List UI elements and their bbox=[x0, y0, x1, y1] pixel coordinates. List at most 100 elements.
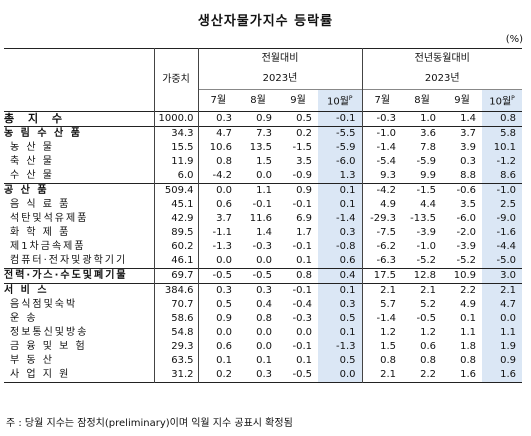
yoy-cell: 9.9 bbox=[420, 170, 436, 181]
yoy-cell: 1.6 bbox=[460, 369, 476, 380]
table-row: 음식점및숙박 70.7 0.5 0.4 -0.4 0.3 5.7 5.2 4.9 4.7 bbox=[4, 298, 523, 312]
row-label: 축 산 물 bbox=[10, 156, 54, 167]
mom-cell: -0.4 bbox=[292, 299, 312, 310]
weight-cell: 60.2 bbox=[153, 240, 198, 254]
yoy-cell: 17.5 bbox=[361, 268, 402, 284]
mom-cell: 0.3 bbox=[197, 111, 238, 127]
yoy-cell: -1.2 bbox=[482, 155, 523, 169]
mom-cell: 10.6 bbox=[197, 141, 238, 155]
mom-cell: 0.0 bbox=[256, 255, 272, 266]
row-label: 총 지 수 bbox=[4, 112, 68, 125]
weight-cell: 6.0 bbox=[153, 169, 198, 184]
mom-cell: 0.1 bbox=[318, 326, 362, 340]
yoy-cell: -1.5 bbox=[416, 185, 436, 196]
mom-year: 2023년 bbox=[197, 69, 362, 90]
mom-cell: 0.0 bbox=[256, 327, 272, 338]
row-label: 운 송 bbox=[10, 313, 38, 324]
unit-label: (%) bbox=[505, 34, 523, 45]
yoy-cell: 0.0 bbox=[482, 312, 523, 326]
weight-header: 가중치 bbox=[153, 48, 198, 112]
mom-month-7: 7월 bbox=[197, 89, 238, 112]
yoy-cell: -4.4 bbox=[482, 240, 523, 254]
yoy-cell: -0.6 bbox=[456, 185, 476, 196]
yoy-cell: 10.9 bbox=[453, 270, 476, 281]
yoy-cell: 9.3 bbox=[361, 169, 402, 184]
mom-cell: -6.0 bbox=[318, 155, 362, 169]
mom-month-10: 10월P bbox=[318, 89, 362, 112]
mom-cell: 1.1 bbox=[256, 185, 272, 196]
yoy-cell: 1.6 bbox=[482, 368, 523, 383]
mom-cell: 13.5 bbox=[249, 142, 272, 153]
yoy-cell: 2.2 bbox=[460, 285, 476, 296]
mom-cell: -0.1 bbox=[252, 199, 272, 210]
yoy-cell: 4.9 bbox=[460, 299, 476, 310]
mom-cell: 0.8 bbox=[296, 270, 312, 281]
mom-cell: 3.5 bbox=[296, 156, 312, 167]
weight-cell: 29.3 bbox=[153, 340, 198, 354]
yoy-cell: -5.9 bbox=[416, 156, 436, 167]
mom-cell: 0.1 bbox=[197, 354, 238, 368]
yoy-cell: -5.4 bbox=[361, 155, 402, 169]
mom-cell: 0.5 bbox=[318, 354, 362, 368]
weight-cell: 384.6 bbox=[153, 283, 198, 298]
mom-cell: -4.2 bbox=[197, 169, 238, 184]
mom-cell: 0.1 bbox=[318, 283, 362, 298]
yoy-cell: -1.0 bbox=[361, 126, 402, 141]
mom-cell: 0.0 bbox=[197, 326, 238, 340]
row-label: 화 학 제 품 bbox=[10, 227, 71, 238]
mom-cell: -5.5 bbox=[318, 126, 362, 141]
yoy-cell: 0.8 bbox=[482, 111, 523, 127]
mom-cell: -0.1 bbox=[292, 241, 312, 252]
yoy-cell: 5.7 bbox=[361, 298, 402, 312]
yoy-cell: 1.2 bbox=[361, 326, 402, 340]
yoy-cell: 0.8 bbox=[420, 355, 436, 366]
yoy-cell: -1.4 bbox=[361, 141, 402, 155]
mom-cell: 6.9 bbox=[296, 213, 312, 224]
mom-cell: 4.7 bbox=[197, 126, 238, 141]
weight-cell: 42.9 bbox=[153, 212, 198, 226]
table-row: 농 림 수 산 품 34.3 4.7 7.3 0.2 -5.5 -1.0 3.6 3.7 5.8 bbox=[4, 126, 523, 141]
mom-cell: 0.0 bbox=[256, 170, 272, 181]
yoy-cell: -3.9 bbox=[416, 227, 436, 238]
row-label: 정보통신및방송 bbox=[10, 327, 89, 338]
yoy-cell: 7.8 bbox=[420, 142, 436, 153]
row-label: 음식점및숙박 bbox=[10, 299, 78, 310]
mom-cell: 0.3 bbox=[197, 283, 238, 298]
mom-cell: 0.2 bbox=[296, 128, 312, 139]
table-row: 제1차금속제품 60.2 -1.3 -0.3 -0.1 -0.8 -6.2 -1.0 -3.9-… bbox=[4, 240, 523, 254]
mom-cell: 0.3 bbox=[318, 298, 362, 312]
footnote: 주 : 당월 지수는 잠정치(preliminary)이며 익월 지수 공표시 … bbox=[6, 418, 293, 429]
mom-cell: 0.4 bbox=[318, 268, 362, 284]
yoy-cell: 0.3 bbox=[460, 156, 476, 167]
yoy-cell: 3.0 bbox=[482, 268, 523, 284]
table-row: 석탄및석유제품 42.9 3.7 11.6 6.9 -1.4 -29.3 -13.5 -6.0-… bbox=[4, 212, 523, 226]
yoy-cell: 2.1 bbox=[420, 285, 436, 296]
mom-month-8: 8월 bbox=[250, 94, 266, 106]
mom-cell: 0.3 bbox=[256, 369, 272, 380]
yoy-cell: 3.7 bbox=[460, 128, 476, 139]
yoy-cell: 1.2 bbox=[420, 327, 436, 338]
price-index-table: 가중치 전월대비 전년동월대비 2023년 2023년 7월 8월 9월 10월… bbox=[4, 48, 523, 383]
mom-cell: -0.1 bbox=[292, 199, 312, 210]
mom-cell: 0.9 bbox=[197, 312, 238, 326]
yoy-cell: 0.6 bbox=[420, 341, 436, 352]
table-body: 총 지 수 1000.0 0.3 0.9 0.5 -0.1 -0.3 1.0 1.4 0.8 농 림… bbox=[4, 111, 523, 383]
table-row: 정보통신및방송 54.8 0.0 0.0 0.0 0.1 1.2 1.2 1.1 1.1 bbox=[4, 326, 523, 340]
mom-cell: -1.4 bbox=[318, 212, 362, 226]
weight-cell: 1000.0 bbox=[153, 111, 198, 127]
mom-cell: -1.5 bbox=[292, 142, 312, 153]
yoy-cell: -1.0 bbox=[482, 183, 523, 198]
yoy-cell: -13.5 bbox=[410, 213, 436, 224]
yoy-year: 2023년 bbox=[361, 69, 523, 90]
mom-cell: 0.9 bbox=[256, 113, 272, 124]
mom-cell: 0.0 bbox=[197, 183, 238, 198]
yoy-cell: -0.5 bbox=[416, 313, 436, 324]
yoy-cell: -5.0 bbox=[482, 254, 523, 269]
mom-cell: 0.8 bbox=[256, 313, 272, 324]
yoy-cell: 4.4 bbox=[420, 199, 436, 210]
yoy-cell: 3.9 bbox=[460, 142, 476, 153]
mom-cell: 0.8 bbox=[197, 155, 238, 169]
table-row: 사 업 지 원 31.2 0.2 0.3 -0.5 0.0 2.1 2.2 1.6 1.6 bbox=[4, 368, 523, 383]
page-title: 생산자물가지수 등락률 bbox=[197, 14, 334, 29]
mom-cell: -0.5 bbox=[292, 369, 312, 380]
